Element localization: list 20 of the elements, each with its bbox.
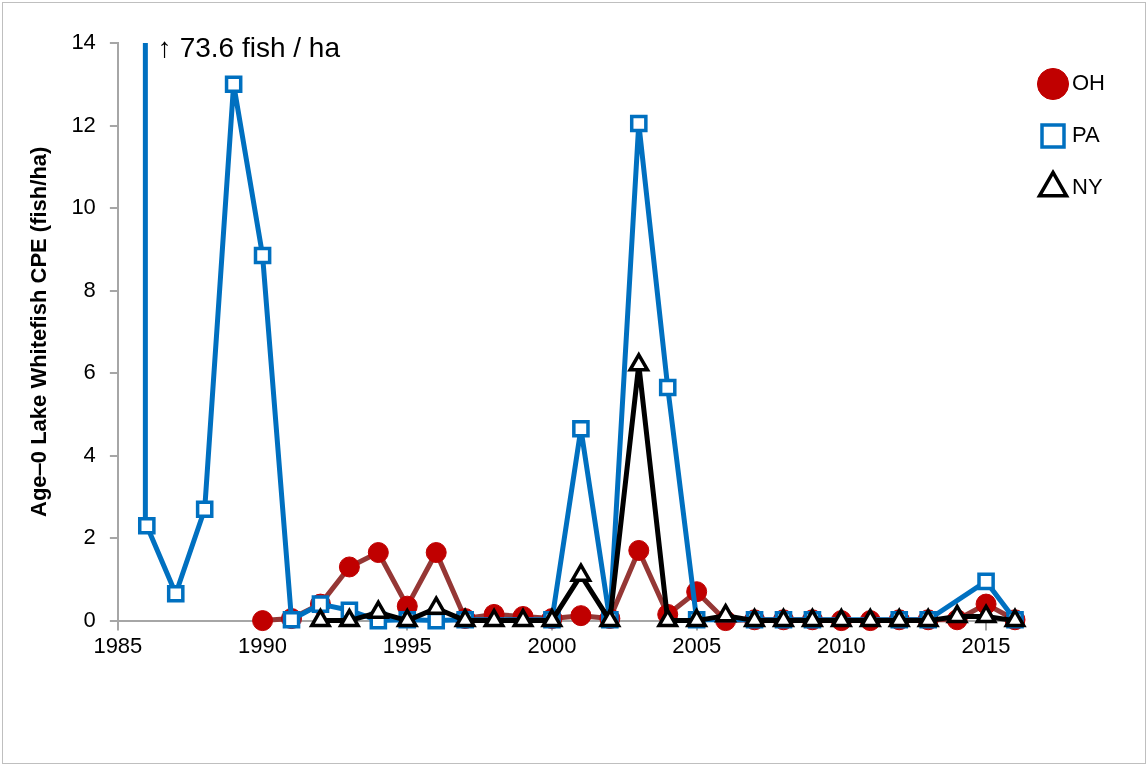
x-tick-label: 1990 xyxy=(238,632,288,658)
x-tick-label: 1995 xyxy=(382,632,432,658)
y-tick-label: 10 xyxy=(71,194,96,220)
y-tick-label: 12 xyxy=(71,111,96,137)
x-tick-label: 2010 xyxy=(816,632,866,658)
annotation: ↑ 73.6 fish / ha xyxy=(157,31,341,63)
y-tick-label: 6 xyxy=(83,359,96,385)
y-tick-label: 0 xyxy=(83,606,96,632)
x-tick-label: 1985 xyxy=(93,632,143,658)
y-tick-label: 2 xyxy=(83,524,96,550)
x-tick-label: 2015 xyxy=(961,632,1011,658)
y-tick-label: 8 xyxy=(83,276,96,302)
y-axis-title: Age‒0 Lake Whitefish CPE (fish/ha) xyxy=(26,146,52,517)
x-tick-label: 2005 xyxy=(672,632,722,658)
x-tick-label: 2000 xyxy=(527,632,577,658)
legend-label: PA xyxy=(1072,122,1101,148)
y-tick-label: 4 xyxy=(83,441,96,467)
y-tick-label: 14 xyxy=(71,29,96,55)
legend-label: OH xyxy=(1072,70,1105,96)
legend-label: NY xyxy=(1072,174,1103,200)
